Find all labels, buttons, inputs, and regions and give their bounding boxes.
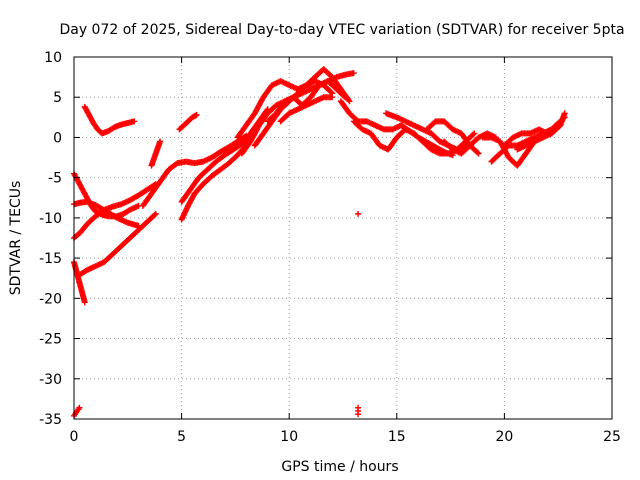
data-points — [71, 66, 568, 419]
series-arc-e — [71, 259, 88, 306]
chart-title: Day 072 of 2025, Sidereal Day-to-day VTE… — [59, 22, 624, 38]
data-point-arc-l — [328, 89, 335, 96]
series-arc-c — [71, 198, 142, 229]
x-tick-label: 5 — [177, 429, 186, 445]
data-point-arc-o — [342, 94, 349, 101]
y-tick-label: -30 — [39, 372, 62, 388]
data-point-outliers — [355, 411, 362, 418]
series-arc-y — [514, 110, 568, 153]
plot-frame — [73, 56, 613, 420]
x-tick-label: 0 — [70, 429, 79, 445]
y-tick-label: 0 — [53, 130, 62, 146]
series-arc-j — [178, 130, 258, 223]
data-point-arc-s — [470, 131, 477, 138]
y-tick-label: -15 — [39, 251, 62, 267]
x-tick-label: 20 — [495, 429, 513, 445]
data-point-arc-t — [475, 150, 482, 157]
x-tick-label: 10 — [280, 429, 298, 445]
y-tick-label: 5 — [53, 90, 62, 106]
data-point-arc-s — [471, 130, 478, 137]
series-arc-d — [77, 210, 159, 278]
data-point-arc-d — [152, 210, 159, 217]
data-point-arc-y — [561, 110, 568, 117]
axes: 0 5 10 15 20 25 -35 -30 -25 -20 -15 -10 -5 0 5 10 — [39, 50, 621, 445]
data-point-arc-g — [157, 138, 164, 145]
data-point-arc-m — [350, 70, 357, 77]
series-arc-b — [71, 181, 159, 241]
x-tick-label: 15 — [388, 429, 406, 445]
y-tick-label: -10 — [39, 211, 62, 227]
y-axis-label: SDTVAR / TECUs — [8, 181, 24, 296]
y-tick-label: -35 — [39, 412, 62, 428]
series-arc-g — [148, 138, 164, 169]
series-arc-p — [277, 94, 336, 125]
data-point-arc-n — [345, 97, 352, 104]
y-tick-label: 10 — [44, 50, 62, 66]
data-point-arc-p — [329, 94, 336, 101]
series-arc-r — [350, 118, 469, 157]
x-axis-label: GPS time / hours — [281, 459, 398, 475]
y-tick-label: -20 — [39, 291, 62, 307]
series-arc-f — [81, 103, 138, 137]
data-point-arc-d — [151, 211, 158, 218]
y-tick-label: -25 — [39, 332, 62, 348]
series-outliers — [71, 210, 362, 419]
data-point-arc-o — [341, 93, 348, 100]
grid — [74, 57, 612, 419]
data-point-arc-h — [193, 111, 200, 118]
data-point-arc-e — [81, 299, 88, 306]
series-arc-o — [264, 78, 349, 125]
data-point-outliers — [76, 404, 83, 411]
series-arc-h — [176, 111, 200, 133]
data-point-arc-n — [346, 98, 353, 105]
data-point-arc-t — [474, 149, 481, 156]
series-arc-i — [139, 132, 250, 209]
data-point-outliers — [355, 210, 362, 217]
series-arc-k — [178, 106, 271, 205]
y-tick-label: -5 — [48, 171, 62, 187]
data-point-arc-f — [131, 118, 138, 125]
x-tick-label: 25 — [603, 429, 621, 445]
